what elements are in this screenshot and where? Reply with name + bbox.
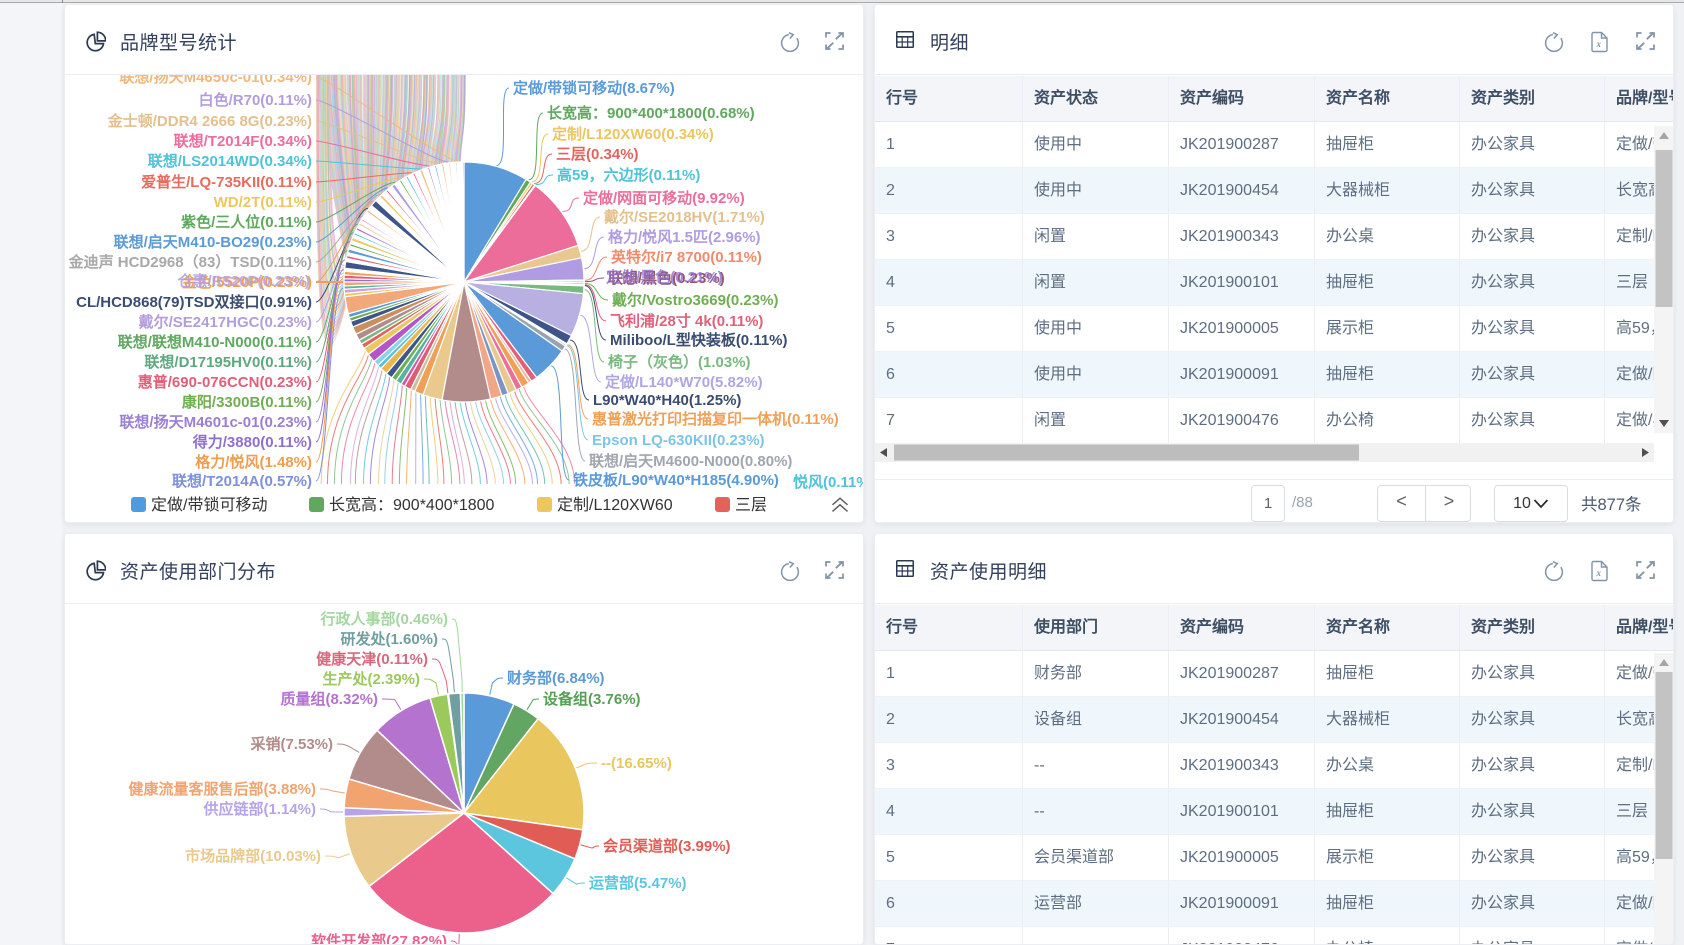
svg-text:x: x — [1596, 568, 1602, 578]
svg-text:惠普激光打印扫描复印一体机(0.11%): 惠普激光打印扫描复印一体机(0.11%) — [592, 410, 839, 428]
svg-text:戴尔/SE2417HGC(0.23%): 戴尔/SE2417HGC(0.23%) — [139, 313, 312, 331]
svg-text:CL/HCD868(79)TSD双接口(0.91%): CL/HCD868(79)TSD双接口(0.91%) — [76, 293, 312, 311]
svg-text:会员渠道部(3.99%): 会员渠道部(3.99%) — [603, 837, 731, 855]
svg-text:金色/5520P(0.23%): 金色/5520P(0.23%) — [181, 273, 312, 291]
svg-text:行政人事部(0.46%): 行政人事部(0.46%) — [319, 610, 448, 628]
svg-text:金迪声 HCD2968（83）TSD(0.11%): 金迪声 HCD2968（83）TSD(0.11%) — [68, 253, 312, 271]
svg-text:定做/网面可移动(9.92%): 定做/网面可移动(9.92%) — [583, 189, 745, 207]
svg-text:x: x — [1596, 39, 1602, 49]
svg-text:联想/T2014F(0.34%): 联想/T2014F(0.34%) — [174, 132, 312, 150]
svg-text:格力/悦风1.5匹(2.96%): 格力/悦风1.5匹(2.96%) — [608, 228, 761, 246]
svg-text:惠普/690-076CCN(0.23%): 惠普/690-076CCN(0.23%) — [138, 373, 312, 391]
svg-text:L90*W40*H40(1.25%): L90*W40*H40(1.25%) — [593, 392, 741, 409]
svg-text:联想/扬天M4650c-01(0.34%): 联想/扬天M4650c-01(0.34%) — [119, 75, 312, 86]
svg-text:Epson LQ-630KII(0.23%): Epson LQ-630KII(0.23%) — [592, 432, 765, 449]
svg-text:生产处(2.39%): 生产处(2.39%) — [322, 670, 420, 688]
svg-text:高59，六边形(0.11%): 高59，六边形(0.11%) — [557, 166, 700, 184]
svg-text:市场品牌部(10.03%): 市场品牌部(10.03%) — [185, 847, 321, 865]
svg-text:健康天津(0.11%): 健康天津(0.11%) — [316, 650, 428, 668]
svg-text:Miliboo/L型快装板(0.11%): Miliboo/L型快装板(0.11%) — [610, 331, 788, 349]
svg-text:金士顿/DDR4 2666 8G(0.23%): 金士顿/DDR4 2666 8G(0.23%) — [107, 112, 312, 130]
svg-text:联想/T2014A(0.57%): 联想/T2014A(0.57%) — [172, 472, 312, 490]
svg-text:财务部(6.84%): 财务部(6.84%) — [507, 669, 605, 687]
svg-text:椅子（灰色）(1.03%): 椅子（灰色）(1.03%) — [608, 353, 751, 371]
svg-text:运营部(5.47%): 运营部(5.47%) — [589, 874, 687, 892]
svg-text:白色/R70(0.11%): 白色/R70(0.11%) — [199, 91, 312, 109]
svg-text:采销(7.53%): 采销(7.53%) — [249, 735, 333, 753]
svg-text:飞利浦/28寸 4k(0.11%): 飞利浦/28寸 4k(0.11%) — [610, 312, 763, 330]
svg-text:健康流量客服售后部(3.88%): 健康流量客服售后部(3.88%) — [128, 780, 316, 798]
svg-text:戴尔/SE2018HV(1.71%): 戴尔/SE2018HV(1.71%) — [604, 208, 765, 226]
svg-text:联想/启天M410-BO29(0.23%): 联想/启天M410-BO29(0.23%) — [114, 233, 312, 251]
svg-text:戴尔/Vostro3669(0.23%): 戴尔/Vostro3669(0.23%) — [612, 291, 778, 309]
svg-text:康阳/3300B(0.11%): 康阳/3300B(0.11%) — [182, 393, 312, 411]
svg-text:软件开发部(27.82%): 软件开发部(27.82%) — [311, 932, 447, 945]
svg-text:WD/2T(0.11%): WD/2T(0.11%) — [214, 194, 312, 211]
svg-text:定做/L140*W70(5.82%): 定做/L140*W70(5.82%) — [605, 373, 763, 391]
svg-text:研发处(1.60%): 研发处(1.60%) — [340, 630, 438, 648]
svg-text:仓惠/R520P(0.23%): 仓惠/R520P(0.23%) — [176, 272, 310, 290]
svg-text:联想/启天M4600-N000(0.80%): 联想/启天M4600-N000(0.80%) — [589, 452, 792, 470]
svg-text:联想/联想M410-N000(0.11%): 联想/联想M410-N000(0.11%) — [118, 333, 312, 351]
svg-text:得力/3880(0.11%): 得力/3880(0.11%) — [192, 433, 312, 451]
svg-text:质量组(8.32%): 质量组(8.32%) — [280, 690, 378, 708]
svg-text:--(16.65%): --(16.65%) — [601, 755, 672, 772]
svg-text:设备组(3.76%): 设备组(3.76%) — [543, 690, 641, 708]
svg-text:悦风(0.11%): 悦风(0.11%) — [793, 473, 863, 491]
svg-text:英特尔/i7 8700(0.11%): 英特尔/i7 8700(0.11%) — [611, 248, 762, 266]
svg-text:联想/扬天M4601c-01(0.23%): 联想/扬天M4601c-01(0.23%) — [119, 413, 312, 431]
svg-text:长宽高：900*400*1800(0.68%): 长宽高：900*400*1800(0.68%) — [547, 104, 755, 122]
svg-text:定做/黑色(0.21%): 定做/黑色(0.21%) — [606, 268, 723, 286]
svg-text:定制/L120XW60(0.34%): 定制/L120XW60(0.34%) — [552, 125, 714, 143]
svg-text:定做/带锁可移动(8.67%): 定做/带锁可移动(8.67%) — [513, 79, 675, 97]
svg-text:联想/黑色(0.23%): 联想/黑色(0.23%) — [608, 269, 725, 287]
svg-text:联想/D17195HV0(0.11%): 联想/D17195HV0(0.11%) — [144, 353, 312, 371]
svg-text:三层(0.34%): 三层(0.34%) — [556, 146, 639, 163]
svg-text:联想/LS2014WD(0.34%): 联想/LS2014WD(0.34%) — [148, 152, 312, 170]
svg-text:爱普生/LQ-735KII(0.11%): 爱普生/LQ-735KII(0.11%) — [141, 173, 312, 191]
svg-text:铁皮板/L90*W40*H185(4.90%): 铁皮板/L90*W40*H185(4.90%) — [573, 471, 779, 489]
svg-text:供应链部(1.14%): 供应链部(1.14%) — [202, 800, 316, 818]
svg-text:紫色/三人位(0.11%): 紫色/三人位(0.11%) — [181, 213, 312, 231]
svg-text:格力/悦风(1.48%): 格力/悦风(1.48%) — [195, 453, 312, 471]
